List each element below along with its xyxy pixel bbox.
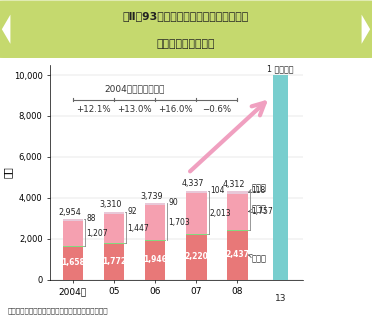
Text: 118: 118 — [251, 186, 265, 196]
Bar — [273, 75, 288, 280]
Text: 推移と輸出拡大目標: 推移と輸出拡大目標 — [157, 40, 215, 49]
FancyBboxPatch shape — [0, 1, 372, 57]
Text: 88: 88 — [86, 214, 96, 223]
Bar — [104, 212, 124, 214]
Bar — [186, 191, 206, 193]
Text: 図Ⅱ－93　農林水産物・食品の輸出顕の: 図Ⅱ－93 農林水産物・食品の輸出顕の — [123, 11, 249, 21]
Bar — [145, 240, 166, 280]
Text: 3,739: 3,739 — [141, 192, 163, 201]
Bar — [145, 203, 166, 205]
Text: +13.0%: +13.0% — [117, 105, 152, 114]
Text: 1,658: 1,658 — [61, 258, 85, 267]
Text: 1,207: 1,207 — [86, 229, 108, 238]
Text: 1 兆円規模: 1 兆円規模 — [267, 64, 294, 73]
Text: 1,703: 1,703 — [169, 218, 190, 227]
Text: 2,954: 2,954 — [58, 208, 81, 217]
Text: 4,337: 4,337 — [182, 179, 204, 188]
Text: 13: 13 — [275, 294, 286, 303]
Text: +12.1%: +12.1% — [76, 105, 111, 114]
Text: 2,437: 2,437 — [225, 250, 249, 259]
Polygon shape — [362, 15, 370, 44]
Text: 1,946: 1,946 — [143, 255, 167, 264]
Text: 農産物: 農産物 — [248, 254, 267, 263]
Text: 1,772: 1,772 — [102, 257, 126, 266]
Text: +16.0%: +16.0% — [158, 105, 193, 114]
Bar — [186, 234, 206, 280]
Text: 4,312: 4,312 — [223, 180, 245, 189]
Text: 2,013: 2,013 — [210, 209, 231, 218]
Bar — [227, 194, 248, 230]
Bar — [62, 221, 83, 246]
Text: 104: 104 — [210, 186, 224, 195]
Bar — [145, 205, 166, 240]
Text: 3,310: 3,310 — [99, 200, 122, 210]
Bar — [227, 191, 248, 194]
Bar — [104, 243, 124, 280]
Text: 2004年から５割増加: 2004年から５割増加 — [105, 84, 165, 94]
Text: −0.6%: −0.6% — [202, 105, 231, 114]
Text: 林産物: 林産物 — [248, 205, 267, 214]
Text: 資料：財務省「貳易統計」を基に農林水産省で作成: 資料：財務省「貳易統計」を基に農林水産省で作成 — [7, 308, 108, 314]
Bar — [227, 230, 248, 280]
Text: 2,220: 2,220 — [184, 252, 208, 261]
Bar — [186, 193, 206, 234]
Text: 1,757: 1,757 — [251, 207, 273, 216]
Bar — [104, 214, 124, 243]
Text: 水産物: 水産物 — [248, 184, 267, 193]
Bar — [62, 246, 83, 280]
Bar — [62, 219, 83, 221]
Polygon shape — [2, 15, 10, 44]
Text: 1,447: 1,447 — [128, 224, 149, 233]
Text: 92: 92 — [128, 207, 137, 216]
Text: 90: 90 — [169, 198, 179, 207]
Y-axis label: 億円: 億円 — [2, 166, 12, 178]
